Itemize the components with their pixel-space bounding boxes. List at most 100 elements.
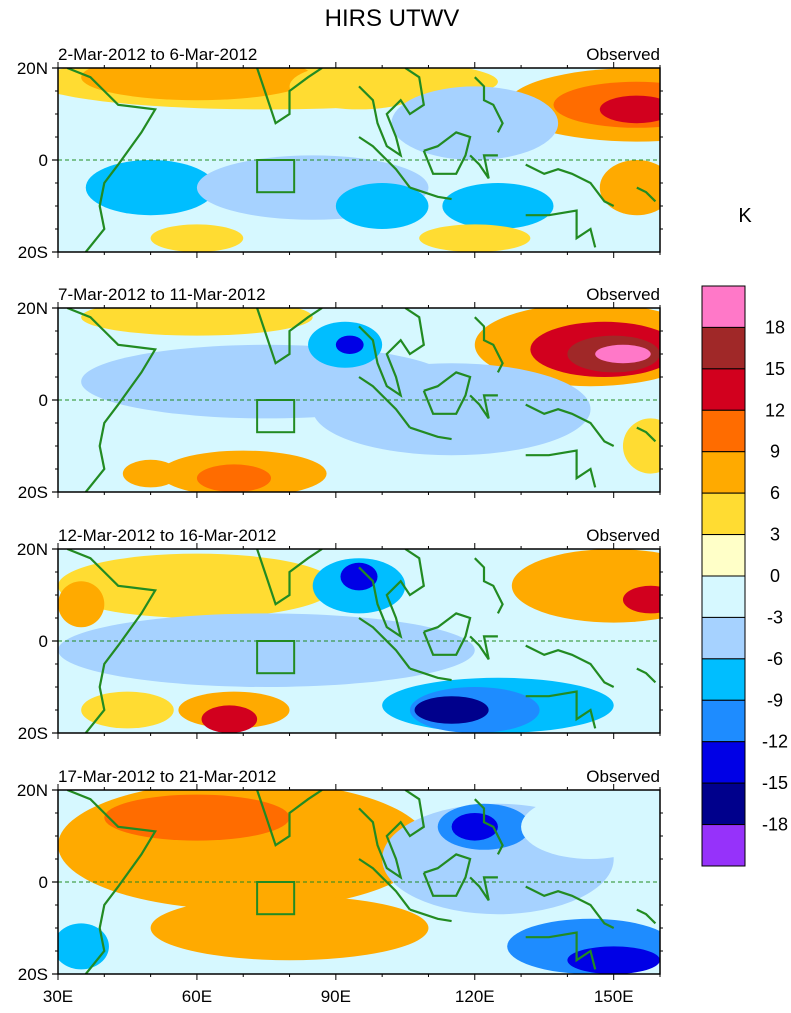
anomaly-contour (340, 562, 378, 591)
coastline (474, 316, 504, 373)
colorbar-tick-label: 3 (770, 525, 780, 545)
anomaly-contour (58, 923, 109, 970)
anomaly-contour (442, 183, 554, 229)
colorbar-tick-label: -3 (767, 607, 783, 627)
coastline (525, 403, 615, 447)
anomaly-field (58, 308, 660, 492)
colorbar-tick-label: -15 (762, 773, 788, 793)
anomaly-contour (58, 553, 336, 618)
panel-left-title: 17-Mar-2012 to 21-Mar-2012 (58, 767, 276, 786)
anomaly-contour (511, 549, 660, 623)
anomaly-contour (391, 86, 559, 160)
anomaly-contour (312, 363, 591, 456)
coastline (409, 667, 452, 682)
anomaly-contour (599, 95, 660, 124)
anomaly-contour (150, 895, 429, 961)
anomaly-contour (81, 691, 174, 729)
colorbar-swatch (701, 741, 746, 784)
y-tick-label: 0 (39, 151, 48, 170)
anomaly-contour (595, 344, 651, 364)
map-panel: 12-Mar-2012 to 16-Mar-2012 Observed 20N 0 20… (17, 526, 663, 743)
coastline (636, 426, 657, 443)
colorbar-swatch (701, 409, 746, 453)
y-tick-label: 20S (18, 243, 48, 262)
colorbar-swatch (701, 824, 746, 867)
colorbar-swatch (701, 616, 746, 660)
coastline (358, 790, 426, 880)
anomaly-contour (201, 705, 258, 733)
colorbar-tick-label: -18 (762, 815, 788, 835)
colorbar-tick-label: 15 (765, 359, 785, 379)
coastline (66, 790, 158, 974)
anomaly-contour (451, 813, 498, 841)
coastline (422, 131, 472, 175)
anomaly-contour (335, 335, 364, 354)
anomaly-contour (419, 224, 531, 252)
colorbar-swatch (701, 782, 746, 826)
coastline (256, 308, 323, 365)
coastline (525, 885, 615, 929)
coastline (525, 449, 597, 488)
colorbar-swatch (701, 451, 746, 494)
coastline (636, 667, 657, 684)
y-tick-label: 20N (17, 299, 48, 318)
y-tick-label: 20N (17, 540, 48, 559)
colorbar-swatch (701, 658, 746, 701)
coastline (474, 76, 504, 133)
anomaly-contour (58, 581, 105, 628)
panel-right-title: Observed (586, 285, 660, 304)
anomaly-contour (81, 308, 313, 336)
colorbar-tick-label: 18 (765, 317, 785, 337)
x-tick-label: 90E (321, 987, 351, 1006)
colorbar-swatch (701, 575, 746, 618)
anomaly-contour (196, 464, 272, 492)
coastline (358, 68, 426, 158)
colorbar: 18 15 12 9 6 3 0 -3 -6 -9 -12 -15 -18 K (701, 205, 788, 867)
colorbar-tick-label: -6 (767, 649, 783, 669)
coastline (66, 68, 158, 252)
panel-right-title: Observed (586, 526, 660, 545)
coastline (636, 908, 657, 925)
coastline (409, 186, 452, 201)
coastline (525, 644, 615, 688)
coastline (358, 858, 411, 911)
coastline (409, 426, 452, 441)
coastline (422, 612, 472, 656)
anomaly-contour (599, 160, 660, 216)
chart-title: HIRS UTWV (325, 5, 460, 32)
coastline (525, 163, 615, 207)
anomaly-contour (289, 68, 429, 110)
panel-right-title: Observed (586, 767, 660, 786)
y-tick-label: 20N (17, 781, 48, 800)
x-tick-label: 150E (594, 987, 634, 1006)
anomaly-contour (622, 585, 660, 614)
anomaly-contour (104, 794, 290, 841)
map-panel: 7-Mar-2012 to 11-Mar-2012 Observed 20N 0 20S (17, 285, 663, 502)
map-panel: 17-Mar-2012 to 21-Mar-2012 Observed 20N 0 20… (17, 767, 663, 984)
anomaly-contour (85, 160, 216, 216)
panel-right-title: Observed (586, 45, 660, 64)
x-tick-label: 60E (182, 987, 212, 1006)
coastline (358, 376, 411, 429)
coastline (409, 908, 452, 923)
coastline (469, 876, 498, 902)
colorbar-unit: K (738, 205, 752, 227)
coastline (474, 557, 504, 614)
coastline (358, 617, 411, 670)
panel-left-title: 12-Mar-2012 to 16-Mar-2012 (58, 526, 276, 545)
colorbar-tick-label: -12 (762, 732, 788, 752)
y-tick-label: 20S (18, 965, 48, 984)
anomaly-field (58, 68, 660, 252)
anomaly-field (58, 790, 660, 974)
colorbar-swatch (701, 326, 746, 370)
anomaly-contour (81, 68, 313, 101)
y-tick-label: 0 (39, 391, 48, 410)
panels: 2-Mar-2012 to 6-Mar-2012 Observed20N020S7… (17, 45, 663, 1006)
coastline (358, 308, 426, 398)
coastline (358, 549, 426, 639)
anomaly-contour (335, 183, 429, 229)
y-tick-label: 0 (39, 632, 48, 651)
coastline (358, 136, 411, 189)
y-tick-label: 20N (17, 59, 48, 78)
